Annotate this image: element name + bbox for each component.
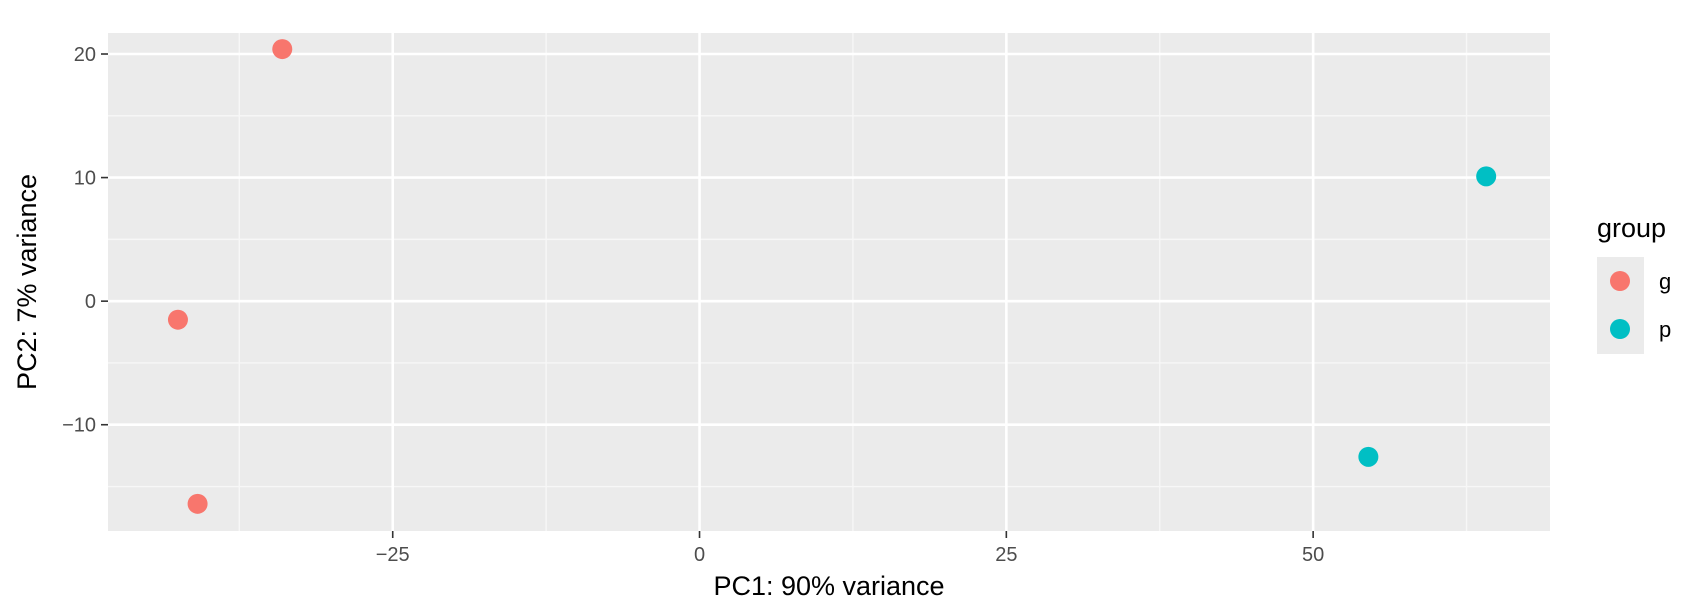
data-point-g — [187, 493, 208, 514]
data-point-g — [272, 39, 293, 60]
x-tick-label: −25 — [376, 544, 410, 566]
data-point-p — [1476, 166, 1497, 187]
legend-key-p — [1610, 319, 1630, 339]
major-gridlines — [108, 33, 1550, 531]
legend: group gp — [1597, 213, 1671, 354]
x-tick-label: 0 — [694, 544, 705, 566]
data-points — [167, 39, 1497, 514]
data-point-g — [167, 309, 188, 330]
x-axis-title: PC1: 90% variance — [713, 571, 944, 601]
legend-label-p: p — [1659, 317, 1671, 342]
x-tick-label: 50 — [1302, 544, 1324, 566]
y-tick-label: 20 — [74, 44, 96, 66]
legend-title: group — [1597, 213, 1666, 243]
y-tick-label: 10 — [74, 168, 96, 190]
plot-panel — [108, 33, 1550, 531]
data-point-p — [1358, 446, 1379, 467]
y-tick-label: −10 — [62, 415, 96, 437]
legend-key-g — [1610, 271, 1630, 291]
minor-gridlines — [108, 33, 1550, 531]
x-tick-label: 25 — [995, 544, 1017, 566]
legend-label-g: g — [1659, 269, 1671, 294]
y-axis-title: PC2: 7% variance — [12, 174, 42, 390]
y-tick-label: 0 — [85, 291, 96, 313]
x-axis: −25 0 25 50 — [376, 531, 1324, 566]
y-axis: −10 0 10 20 — [62, 44, 108, 437]
